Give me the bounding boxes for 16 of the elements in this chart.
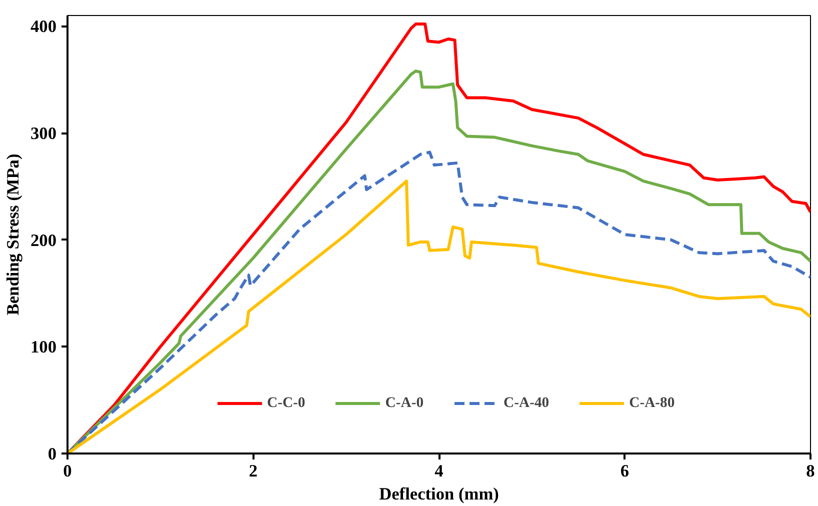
y-tick-label: 100	[30, 338, 57, 357]
legend-label: C-A-40	[504, 394, 550, 412]
x-tick-label: 4	[434, 462, 444, 480]
y-tick-label: 300	[30, 124, 57, 144]
x-tick-label: 6	[620, 462, 630, 480]
x-tick-label: 8	[806, 462, 816, 480]
legend-label: C-C-0	[267, 394, 306, 412]
x-tick-label: 0	[63, 462, 72, 480]
y-tick-label: 0	[48, 444, 57, 464]
legend-label: C-A-0	[385, 394, 424, 412]
y-tick-label: 400	[30, 17, 57, 36]
y-tick-label: 200	[30, 230, 57, 250]
legend-label: C-A-80	[629, 394, 675, 412]
y-axis-title: Bending Stress (MPa)	[4, 154, 23, 316]
x-axis-title: Deflection (mm)	[379, 484, 500, 504]
x-tick-label: 2	[248, 462, 258, 480]
